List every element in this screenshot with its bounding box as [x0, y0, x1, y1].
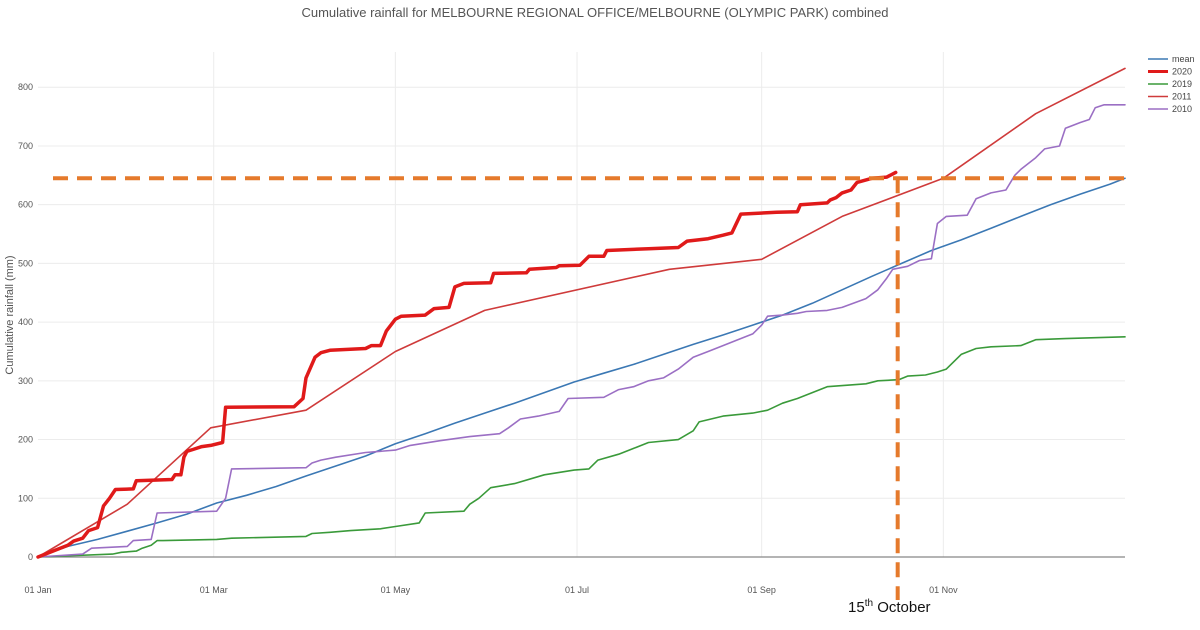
y-tick-label: 200 — [18, 435, 33, 445]
y-axis-label: Cumulative rainfall (mm) — [4, 255, 16, 374]
legend[interactable]: mean 2020 2019 2011 2010 — [1148, 54, 1195, 114]
grid-layer — [38, 52, 1125, 557]
legend-item-2010[interactable]: 2010 — [1148, 104, 1192, 114]
date-annotation-suffix: th — [865, 598, 873, 609]
legend-item-2011[interactable]: 2011 — [1148, 92, 1191, 102]
annotation-layer — [53, 176, 1127, 600]
x-tick-label: 01 Mar — [200, 585, 228, 595]
x-tick-label: 01 Nov — [929, 585, 958, 595]
series-layer — [36, 67, 1126, 559]
y-tick-label: 600 — [18, 200, 33, 210]
y-tick-label: 400 — [18, 317, 33, 327]
y-tick-label: 100 — [18, 493, 33, 503]
date-annotation-label: 15th October — [848, 598, 931, 616]
date-annotation-month: October — [873, 599, 931, 616]
y-tick-label: 0 — [28, 552, 33, 562]
legend-item-2020[interactable]: 2020 — [1148, 67, 1192, 77]
y-tick-label: 500 — [18, 258, 33, 268]
series-line-2019[interactable] — [37, 336, 1126, 558]
legend-item-mean[interactable]: mean — [1148, 54, 1195, 64]
series-line-2020[interactable] — [36, 170, 898, 559]
y-tick-label: 800 — [18, 82, 33, 92]
series-line-2010[interactable] — [37, 104, 1126, 558]
x-tick-label: 01 Sep — [747, 585, 776, 595]
axis-layer: 0 100 200 300 400 500 600 700 800 01 Jan 01 Mar 01 … — [18, 82, 1125, 595]
series-line-mean[interactable] — [37, 177, 1126, 558]
y-tick-label: 700 — [18, 141, 33, 151]
legend-label: 2019 — [1172, 79, 1192, 89]
x-tick-label: 01 Jan — [24, 585, 51, 595]
legend-label: 2010 — [1172, 104, 1192, 114]
date-annotation-day: 15 — [848, 599, 865, 616]
legend-item-2019[interactable]: 2019 — [1148, 79, 1192, 89]
legend-label: 2020 — [1172, 67, 1192, 77]
series-line-2011[interactable] — [37, 67, 1126, 558]
x-tick-label: 01 May — [381, 585, 411, 595]
legend-label: 2011 — [1172, 92, 1191, 102]
y-tick-label: 300 — [18, 376, 33, 386]
x-tick-label: 01 Jul — [565, 585, 589, 595]
legend-label: mean — [1172, 54, 1195, 64]
chart-title: Cumulative rainfall for MELBOURNE REGION… — [301, 5, 888, 20]
